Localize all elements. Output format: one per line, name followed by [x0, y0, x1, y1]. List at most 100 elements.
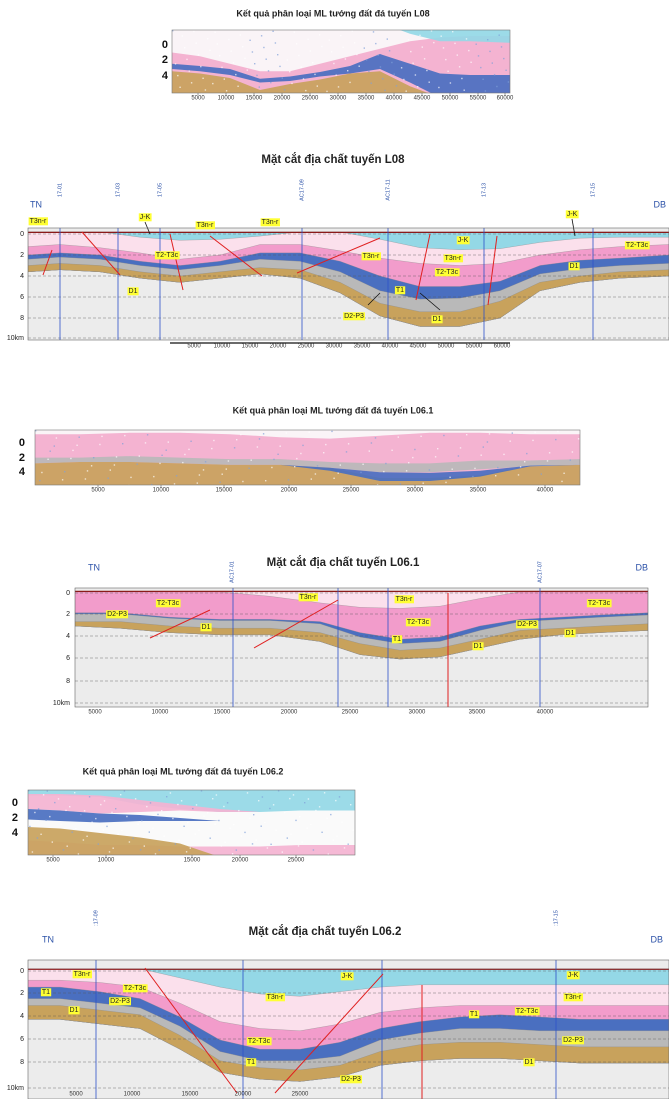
speckle	[282, 77, 283, 78]
unit-label: T3n-r	[262, 219, 279, 226]
speckle	[54, 802, 55, 803]
speckle	[172, 818, 173, 819]
speckle	[476, 44, 477, 45]
speckle	[549, 452, 550, 453]
well-label: :17-09	[93, 910, 99, 926]
unit-tag: T3n-r	[362, 252, 381, 260]
distance-label: 45000	[414, 96, 431, 102]
speckle	[375, 437, 376, 438]
speckle	[177, 75, 178, 76]
speckle	[398, 436, 399, 437]
unit-tag: T2-T3c	[435, 268, 460, 276]
unit-label: T3n-r	[396, 596, 413, 603]
speckle	[299, 816, 300, 817]
speckle	[222, 474, 223, 475]
speckle	[492, 62, 493, 63]
speckle	[132, 838, 133, 839]
unit-label: T1	[470, 1011, 478, 1018]
depth-label: 4	[19, 466, 26, 478]
speckle	[423, 483, 424, 484]
speckle	[383, 471, 384, 472]
speckle	[287, 837, 288, 838]
speckle	[139, 455, 140, 456]
speckle	[387, 38, 388, 39]
speckle	[441, 36, 442, 37]
unit-label: T3n-r	[74, 971, 91, 978]
speckle	[460, 447, 461, 448]
speckle	[242, 481, 243, 482]
speckle	[443, 435, 444, 436]
speckle	[189, 70, 190, 71]
unit-tag: T2-T3c	[155, 251, 180, 259]
unit-tag: T3n-r	[266, 993, 285, 1001]
unit-label: T2-T3c	[626, 242, 649, 249]
speckle	[534, 432, 535, 433]
depth-label: 6	[66, 655, 70, 662]
distance-label: 15000	[214, 710, 231, 716]
speckle	[326, 818, 327, 819]
speckle	[80, 814, 81, 815]
distance-label: 30000	[409, 710, 426, 716]
speckle	[188, 449, 189, 450]
unit-tag: T3n-r	[73, 970, 92, 978]
speckle	[34, 812, 35, 813]
speckle	[252, 843, 253, 844]
speckle	[373, 31, 374, 32]
unit-tag: J-K	[139, 213, 152, 221]
unit-tag: D1	[69, 1006, 80, 1014]
distance-label: 5000	[191, 96, 205, 102]
speckle	[69, 806, 70, 807]
speckle	[244, 832, 245, 833]
speckle	[108, 478, 109, 479]
speckle	[261, 826, 262, 827]
speckle	[159, 463, 160, 464]
unit-label: T1	[396, 287, 404, 294]
speckle	[481, 455, 482, 456]
speckle	[326, 91, 327, 92]
distance-label: 35000	[358, 96, 375, 102]
speckle	[317, 85, 318, 86]
speckle	[115, 808, 116, 809]
speckle	[74, 792, 75, 793]
speckle	[570, 459, 571, 460]
depth-label: 4	[20, 1013, 24, 1020]
distance-label: 25000	[342, 710, 359, 716]
unit-label: T1	[393, 636, 401, 643]
speckle	[228, 460, 229, 461]
speckle	[273, 804, 274, 805]
speckle	[354, 42, 355, 43]
well-label: AC17-01	[229, 561, 235, 583]
speckle	[176, 475, 177, 476]
speckle	[186, 851, 187, 852]
speckle	[489, 433, 490, 434]
speckle	[249, 40, 250, 41]
unit-tag: D2-P3	[516, 620, 538, 628]
speckle	[212, 83, 213, 84]
speckle	[85, 478, 86, 479]
speckle	[520, 466, 521, 467]
speckle	[223, 806, 224, 807]
unit-label: D2-P3	[341, 1076, 361, 1083]
distance-label: 10000	[152, 710, 169, 716]
distance-label: 60000	[497, 96, 514, 102]
unit-label: T1	[247, 1059, 255, 1066]
speckle	[296, 43, 297, 44]
speckle	[288, 479, 289, 480]
speckle	[198, 830, 199, 831]
speckle	[340, 464, 341, 465]
speckle	[270, 82, 271, 83]
depth-label: 0	[162, 39, 168, 51]
speckle	[47, 459, 48, 460]
depth-label: 8	[20, 315, 24, 322]
distance-label: 30000	[326, 344, 343, 350]
page: Mặt cắt địa chất html, body { margin: 0;…	[0, 0, 669, 1099]
speckle	[369, 450, 370, 451]
speckle	[29, 826, 30, 827]
depth-label: 4	[66, 633, 70, 640]
unit-tag: D1	[201, 623, 212, 631]
speckle	[101, 436, 102, 437]
speckle	[264, 822, 265, 823]
speckle	[380, 66, 381, 67]
speckle	[524, 461, 525, 462]
distance-label: 20000	[281, 710, 298, 716]
